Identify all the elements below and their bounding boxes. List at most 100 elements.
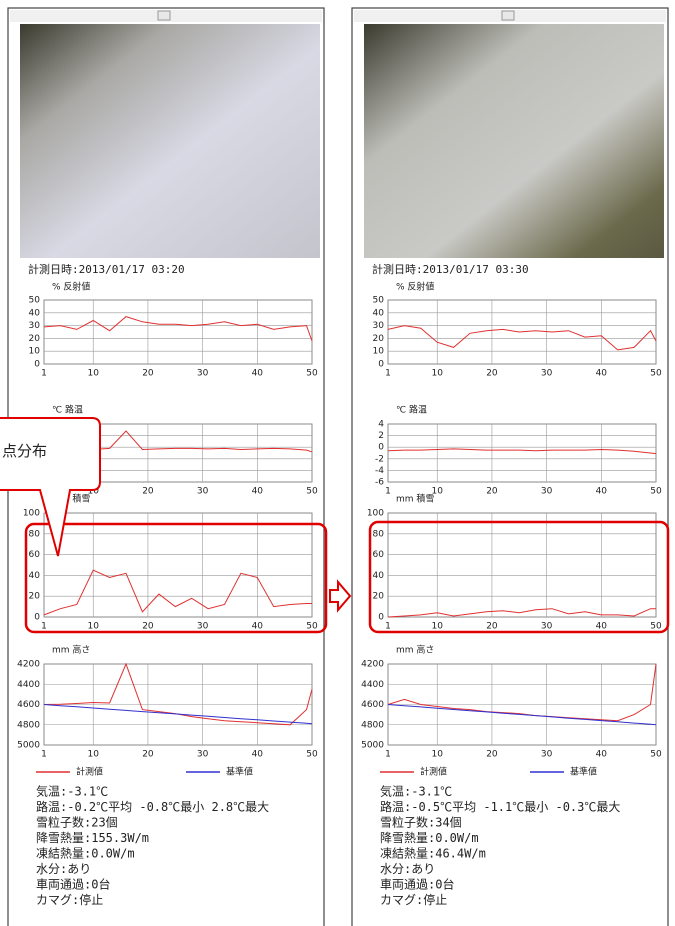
x-tick-label: 30 bbox=[541, 487, 553, 497]
y-tick-label: 4800 bbox=[17, 720, 40, 730]
y-tick-label: 0 bbox=[34, 613, 40, 623]
y-tick-label: 20 bbox=[373, 592, 385, 602]
x-tick-label: 1 bbox=[385, 750, 391, 760]
x-tick-label: 20 bbox=[486, 369, 498, 379]
x-tick-label: 30 bbox=[541, 750, 553, 760]
chart-title: % 反射値 bbox=[396, 281, 434, 293]
y-tick-label: 4200 bbox=[17, 660, 40, 670]
x-tick-label: 1 bbox=[385, 487, 391, 497]
x-tick-label: 1 bbox=[385, 369, 391, 379]
x-tick-label: 40 bbox=[252, 487, 264, 497]
y-tick-label: 30 bbox=[29, 321, 41, 331]
x-tick-label: 40 bbox=[596, 622, 608, 632]
info-line: 凍結熱量:0.0W/m bbox=[36, 847, 135, 861]
x-tick-label: 50 bbox=[306, 369, 318, 379]
y-tick-label: 4600 bbox=[361, 700, 384, 710]
x-tick-label: 50 bbox=[306, 622, 318, 632]
info-line: 路温:-0.5℃平均 -1.1℃最小 -0.3℃最大 bbox=[380, 799, 620, 814]
page: 計測日時:2013/01/17 03:20% 反射値01020304050110… bbox=[0, 0, 675, 926]
info-line: 路温:-0.2℃平均 -0.8℃最小 2.8℃最大 bbox=[36, 799, 269, 814]
y-tick-label: 20 bbox=[29, 592, 41, 602]
y-tick-label: 60 bbox=[373, 550, 385, 560]
x-tick-label: 1 bbox=[41, 750, 47, 760]
screenshot: 計測日時:2013/01/17 03:20% 反射値01020304050110… bbox=[0, 0, 675, 926]
info-line: 気温:-3.1℃ bbox=[380, 784, 452, 799]
y-tick-label: 40 bbox=[29, 308, 41, 318]
x-tick-label: 1 bbox=[41, 622, 47, 632]
scroll-thumb bbox=[502, 11, 514, 20]
camera-image bbox=[20, 24, 320, 258]
y-tick-label: 80 bbox=[373, 529, 385, 539]
x-tick-label: 10 bbox=[87, 750, 99, 760]
x-tick-label: 10 bbox=[87, 622, 99, 632]
info-line: 降雪熱量:0.0W/m bbox=[380, 831, 479, 845]
y-tick-label: 4200 bbox=[361, 660, 384, 670]
x-tick-label: 50 bbox=[306, 487, 318, 497]
y-tick-label: 4400 bbox=[361, 680, 384, 690]
info-line: 車両通過:0台 bbox=[36, 877, 110, 892]
x-tick-label: 30 bbox=[197, 369, 209, 379]
x-tick-label: 20 bbox=[142, 750, 154, 760]
x-tick-label: 1 bbox=[385, 622, 391, 632]
plot-area bbox=[388, 424, 656, 482]
y-tick-label: 2 bbox=[378, 431, 384, 441]
y-tick-label: 20 bbox=[373, 334, 385, 344]
y-tick-label: 40 bbox=[29, 571, 41, 581]
chart-title: mm 高さ bbox=[52, 644, 90, 656]
plot-area bbox=[44, 513, 312, 617]
x-tick-label: 20 bbox=[142, 487, 154, 497]
y-tick-label: 0 bbox=[378, 360, 384, 370]
chart-title: % 反射値 bbox=[52, 281, 90, 293]
y-tick-label: 20 bbox=[29, 334, 41, 344]
camera-image bbox=[364, 24, 664, 258]
y-tick-label: 60 bbox=[29, 550, 41, 560]
x-tick-label: 40 bbox=[596, 369, 608, 379]
y-tick-label: 0 bbox=[378, 443, 384, 453]
x-tick-label: 40 bbox=[596, 750, 608, 760]
y-tick-label: 100 bbox=[23, 509, 40, 519]
x-tick-label: 30 bbox=[197, 750, 209, 760]
x-tick-label: 50 bbox=[650, 622, 662, 632]
y-tick-label: 10 bbox=[373, 347, 385, 357]
y-tick-label: 40 bbox=[373, 571, 385, 581]
x-tick-label: 50 bbox=[650, 487, 662, 497]
x-tick-label: 50 bbox=[650, 750, 662, 760]
y-tick-label: 5000 bbox=[17, 741, 40, 751]
y-tick-label: -4 bbox=[375, 466, 384, 476]
y-tick-label: 50 bbox=[373, 296, 385, 306]
arrow bbox=[330, 582, 350, 610]
info-line: 水分:あり bbox=[36, 862, 91, 876]
x-tick-label: 50 bbox=[650, 369, 662, 379]
x-tick-label: 20 bbox=[142, 622, 154, 632]
x-tick-label: 30 bbox=[197, 622, 209, 632]
callout-text: 点分布 bbox=[2, 442, 47, 460]
y-tick-label: 4 bbox=[378, 420, 384, 430]
info-line: 水分:あり bbox=[380, 862, 435, 876]
panel: 計測日時:2013/01/17 03:30% 反射値01020304050110… bbox=[352, 8, 668, 926]
chart-title: mm 高さ bbox=[396, 644, 434, 656]
info-line: 車両通過:0台 bbox=[380, 877, 454, 892]
y-tick-label: -6 bbox=[375, 478, 384, 488]
y-tick-label: 40 bbox=[373, 308, 385, 318]
y-tick-label: 0 bbox=[34, 360, 40, 370]
y-tick-label: 10 bbox=[29, 347, 41, 357]
x-tick-label: 10 bbox=[431, 369, 443, 379]
y-tick-label: 100 bbox=[367, 509, 384, 519]
x-tick-label: 20 bbox=[486, 487, 498, 497]
x-tick-label: 40 bbox=[596, 487, 608, 497]
x-tick-label: 30 bbox=[541, 622, 553, 632]
y-tick-label: 4800 bbox=[361, 720, 384, 730]
x-tick-label: 20 bbox=[486, 622, 498, 632]
legend-label: 基準値 bbox=[226, 766, 253, 778]
info-line: カマグ:停止 bbox=[36, 892, 103, 907]
info-line: 雪粒子数:23個 bbox=[36, 815, 118, 830]
x-tick-label: 30 bbox=[541, 369, 553, 379]
y-tick-label: 80 bbox=[29, 529, 41, 539]
y-tick-label: 4600 bbox=[17, 700, 40, 710]
chart-title: ℃ 路温 bbox=[52, 404, 83, 416]
legend-label: 計測値 bbox=[76, 766, 103, 778]
legend-label: 基準値 bbox=[570, 766, 597, 778]
x-tick-label: 20 bbox=[486, 750, 498, 760]
